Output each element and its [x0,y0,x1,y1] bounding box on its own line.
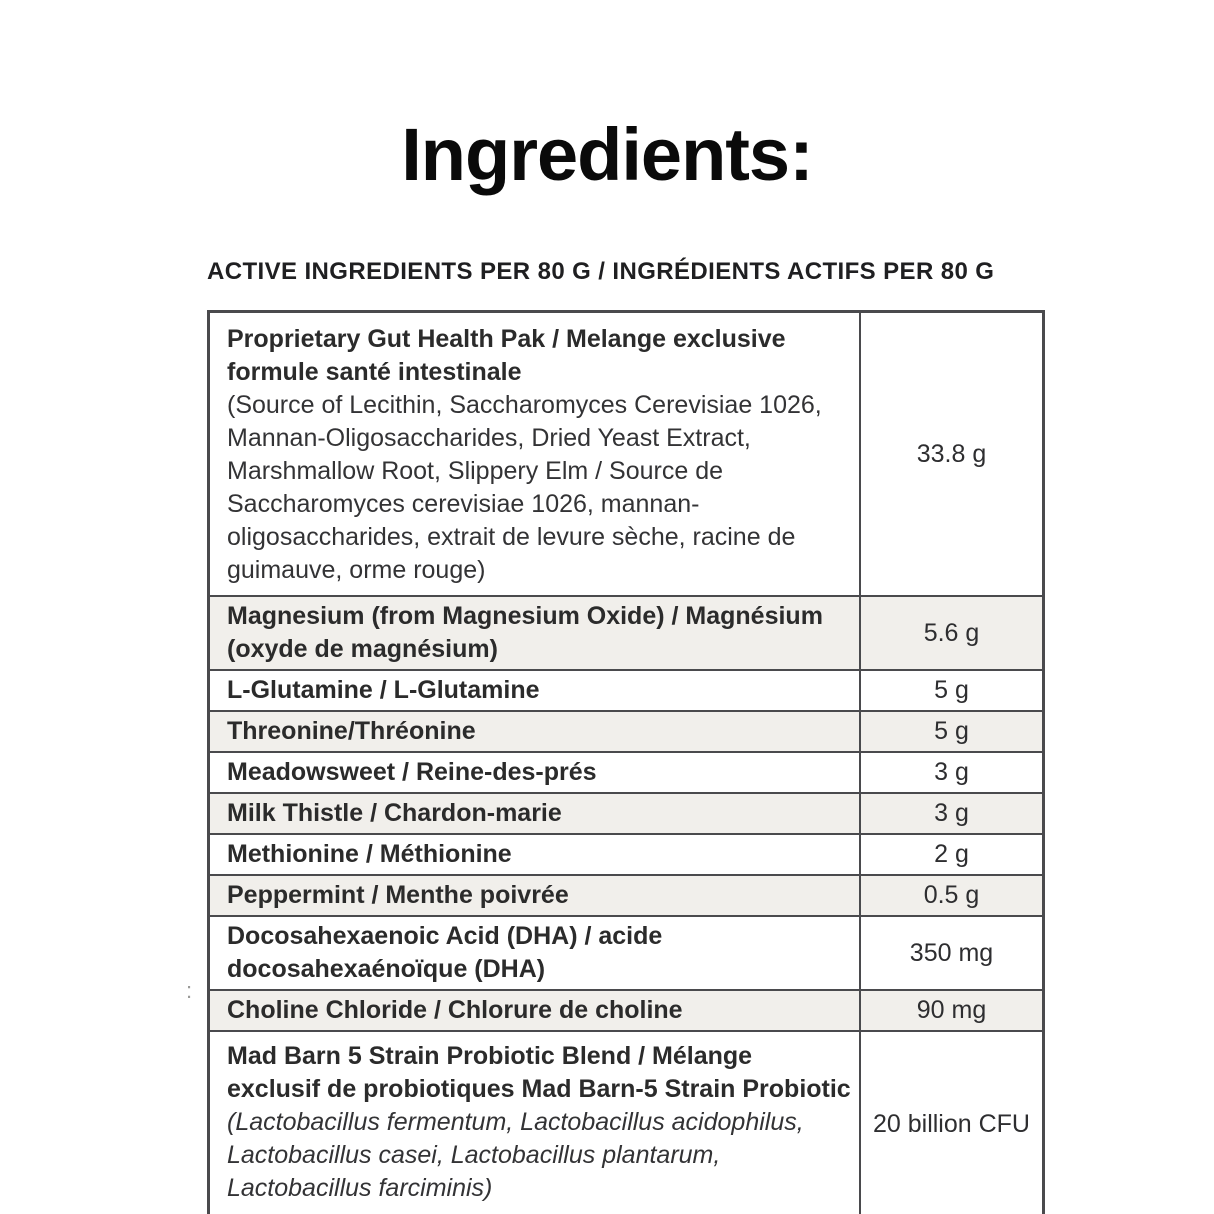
table-row: L-Glutamine / L-Glutamine 5 g [207,669,1045,712]
page-title: Ingredients: [401,113,813,196]
table-row: Methionine / Méthionine 2 g [207,833,1045,876]
ingredient-name-cell: Docosahexaenoic Acid (DHA) / acide docos… [207,915,861,991]
table-row: Docosahexaenoic Acid (DHA) / acide docos… [207,915,1045,991]
stray-mark: : [186,978,193,1003]
amount-cell: 3 g [859,751,1045,794]
amount-cell: 5 g [859,669,1045,712]
active-ingredients-header: ACTIVE INGREDIENTS PER 80 G / INGRÉDIENT… [207,258,995,285]
ingredient-name-segment: Meadowsweet / Reine-des-prés [227,758,597,786]
table-row: Proprietary Gut Health Pak / Melange exc… [207,310,1045,597]
amount-cell: 5.6 g [859,595,1045,671]
ingredient-name-segment: Magnesium (from Magnesium Oxide) / Magné… [227,602,823,663]
amount-cell: 33.8 g [859,310,1045,597]
ingredient-name-cell: Choline Chloride / Chlorure de choline [207,989,861,1032]
amount-cell: 5 g [859,710,1045,753]
ingredient-name-cell: Milk Thistle / Chardon-marie [207,792,861,835]
ingredient-name-cell: L-Glutamine / L-Glutamine [207,669,861,712]
table-row: Threonine/Thréonine 5 g [207,710,1045,753]
amount-cell: 20 billion CFU [859,1030,1045,1214]
ingredient-name-cell: Proprietary Gut Health Pak / Melange exc… [207,310,861,597]
amount-cell: 3 g [859,792,1045,835]
ingredients-table: Proprietary Gut Health Pak / Melange exc… [207,310,1045,1214]
ingredient-name-cell: Mad Barn 5 Strain Probiotic Blend / Méla… [207,1030,861,1214]
ingredient-name-segment: Threonine/Thréonine [227,717,476,745]
ingredient-name-segment: Proprietary Gut Health Pak / Melange exc… [227,325,786,386]
table-row: Milk Thistle / Chardon-marie 3 g [207,792,1045,835]
ingredient-name-cell: Magnesium (from Magnesium Oxide) / Magné… [207,595,861,671]
table-row: Magnesium (from Magnesium Oxide) / Magné… [207,595,1045,671]
table-row: Choline Chloride / Chlorure de choline 90… [207,989,1045,1032]
ingredient-name-segment: Docosahexaenoic Acid (DHA) / acide docos… [227,922,663,983]
ingredient-name-segment: Peppermint / Menthe poivrée [227,881,569,909]
amount-cell: 0.5 g [859,874,1045,917]
ingredient-name-cell: Peppermint / Menthe poivrée [207,874,861,917]
ingredient-name-segment: L-Glutamine / L-Glutamine [227,676,540,704]
table-row: Peppermint / Menthe poivrée 0.5 g [207,874,1045,917]
amount-cell: 2 g [859,833,1045,876]
amount-cell: 90 mg [859,989,1045,1032]
ingredient-name-segment: (Lactobacillus fermentum, Lactobacillus … [227,1108,804,1202]
ingredient-name-segment: Mad Barn 5 Strain Probiotic Blend / Méla… [227,1042,851,1103]
ingredient-name-segment: Methionine / Méthionine [227,840,512,868]
ingredient-name-segment: (Source of Lecithin, Saccharomyces Cerev… [227,391,822,584]
ingredient-name-cell: Threonine/Thréonine [207,710,861,753]
ingredient-name-segment: Choline Chloride / Chlorure de choline [227,996,683,1024]
table-row: Meadowsweet / Reine-des-prés 3 g [207,751,1045,794]
ingredient-name-cell: Methionine / Méthionine [207,833,861,876]
amount-cell: 350 mg [859,915,1045,991]
ingredient-name-segment: Milk Thistle / Chardon-marie [227,799,562,827]
ingredient-name-cell: Meadowsweet / Reine-des-prés [207,751,861,794]
table-row: Mad Barn 5 Strain Probiotic Blend / Méla… [207,1030,1045,1214]
ingredients-table-body: Proprietary Gut Health Pak / Melange exc… [207,310,1045,1214]
